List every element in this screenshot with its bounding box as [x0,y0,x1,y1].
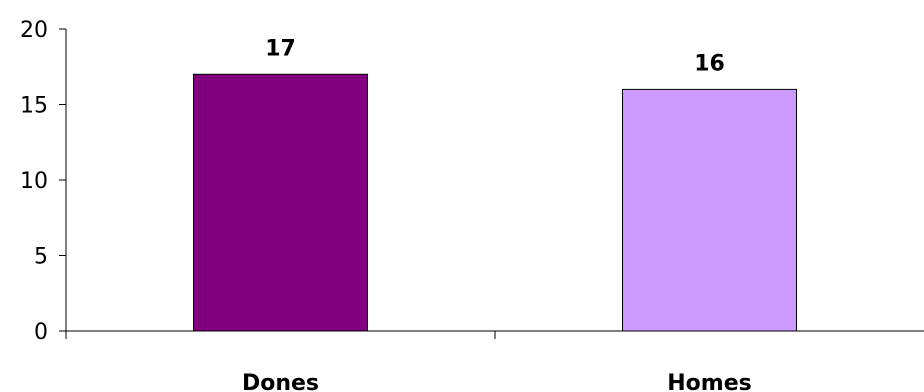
data-label-homes: 16 [694,51,725,76]
y-tick-label: 20 [20,18,48,43]
bar-dones [193,73,368,332]
y-axis: 0 5 10 15 20 [20,18,67,345]
bars [193,73,797,332]
y-tick-label: 15 [20,94,48,119]
category-label-homes: Homes [667,371,751,392]
y-tick-label: 10 [20,169,48,194]
category-label-dones: Dones [242,371,319,392]
y-tick-label: 0 [34,320,48,345]
category-labels: Dones Homes [242,371,752,392]
x-axis [65,330,924,339]
bar-homes [622,88,797,332]
data-label-dones: 17 [265,36,296,61]
y-tick-label: 5 [34,245,48,270]
